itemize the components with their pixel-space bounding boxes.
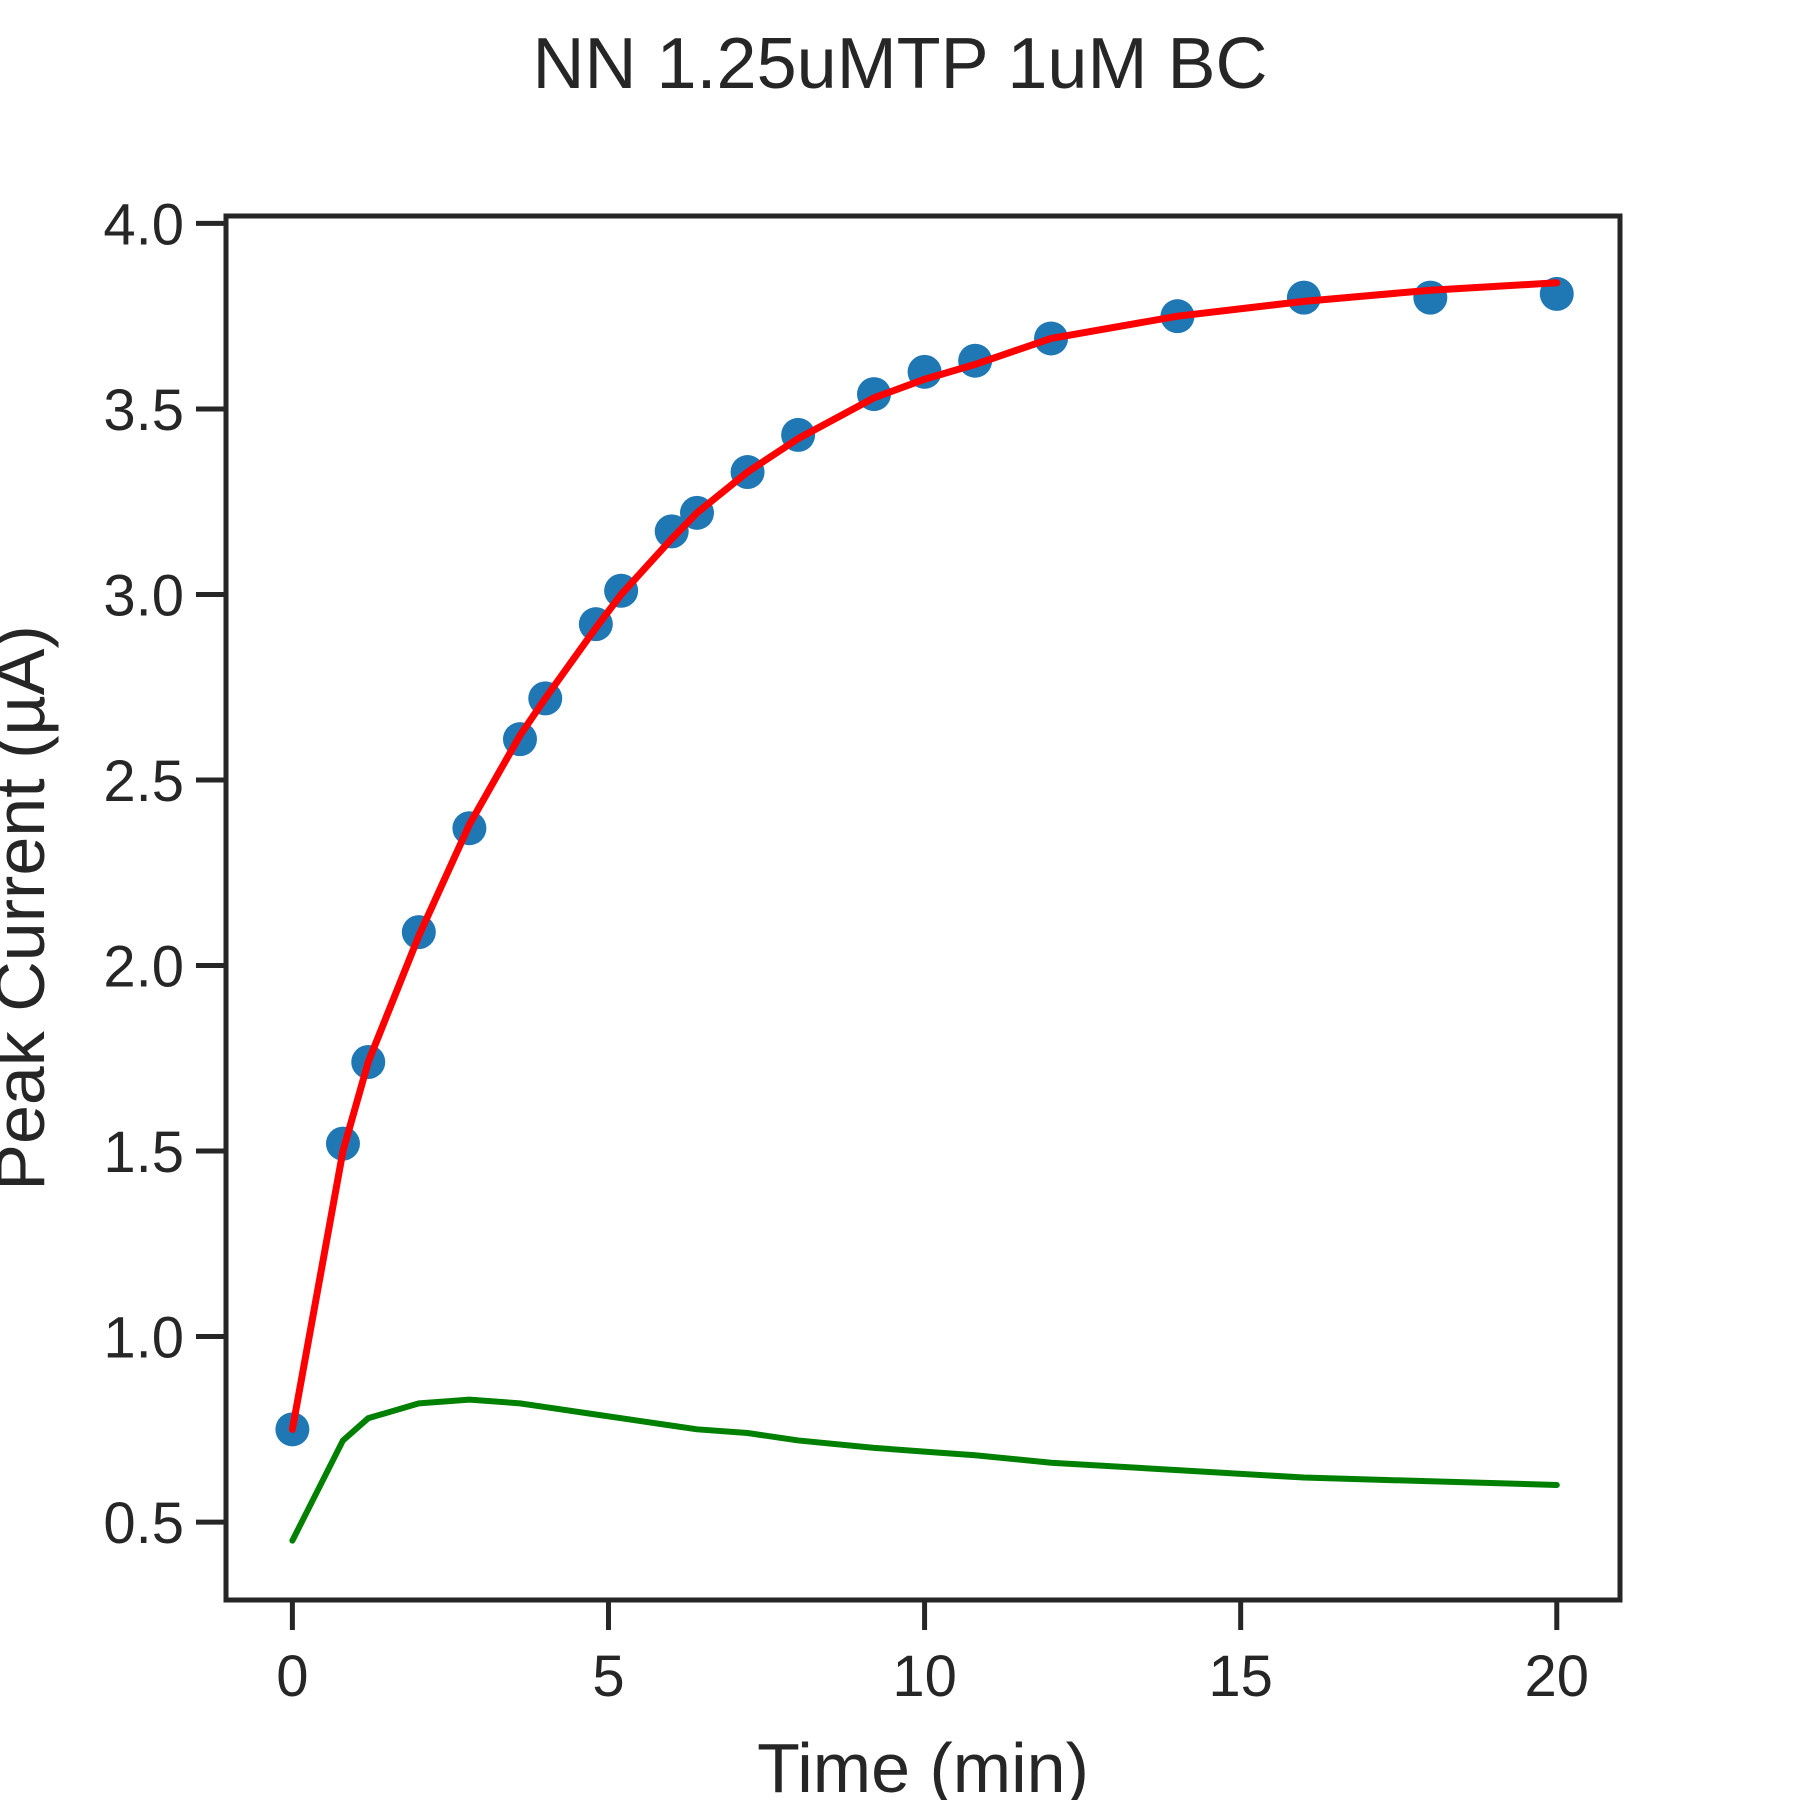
data-point [654, 514, 689, 549]
x-tick-label: 5 [592, 1644, 624, 1709]
y-tick-label: 1.0 [103, 1306, 184, 1371]
y-axis-label: Peak Current (µA) [0, 625, 59, 1191]
axis-ticks: 0 5 10 15 20 0.5 1.0 1.5 2.0 2.5 3.0 3.5 4.0 [103, 192, 1589, 1709]
plot-area [226, 216, 1620, 1600]
series-line-green [289, 1396, 1560, 1544]
data-point [1413, 280, 1448, 315]
chart-marks [275, 276, 1574, 1544]
x-tick-label: 15 [1208, 1644, 1273, 1709]
chart-title: NN 1.25uMTP 1uM BC [533, 24, 1268, 104]
y-tick-label: 3.5 [103, 378, 184, 443]
y-tick-label: 0.5 [103, 1491, 184, 1556]
y-tick-label: 3.0 [103, 563, 184, 628]
y-tick-label: 1.5 [103, 1120, 184, 1185]
x-tick-label: 10 [892, 1644, 957, 1709]
plot-frame [223, 213, 1623, 1603]
x-tick-label: 0 [276, 1644, 308, 1709]
y-tick-label: 2.0 [103, 935, 184, 1000]
y-tick-label: 4.0 [103, 192, 184, 257]
series-line-red [288, 279, 1561, 1433]
x-tick-label: 20 [1525, 1644, 1590, 1709]
y-tick-label: 2.5 [103, 749, 184, 814]
x-axis-label: Time (min) [757, 1729, 1089, 1800]
data-point [1286, 280, 1321, 315]
